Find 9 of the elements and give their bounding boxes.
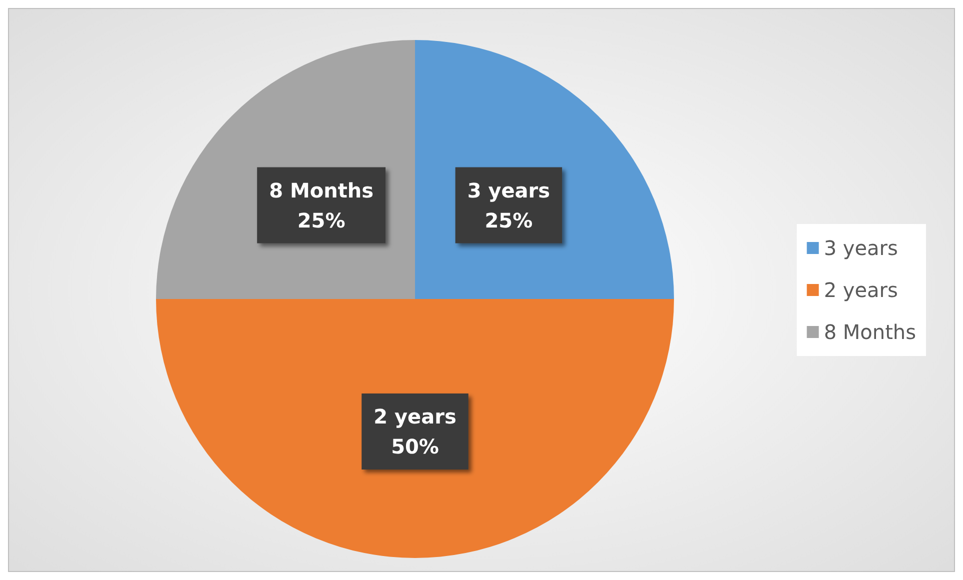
- slice-label: 3 years: [467, 178, 550, 202]
- legend-label: 2 years: [824, 278, 898, 302]
- slice-label: 8 Months: [269, 178, 374, 202]
- slice-label: 2 years: [374, 404, 456, 428]
- legend-label: 8 Months: [824, 320, 916, 344]
- data-label: 50%: [391, 434, 439, 458]
- legend-label: 3 years: [824, 236, 898, 260]
- data-label: 25%: [297, 208, 346, 232]
- data-label: 25%: [484, 208, 533, 232]
